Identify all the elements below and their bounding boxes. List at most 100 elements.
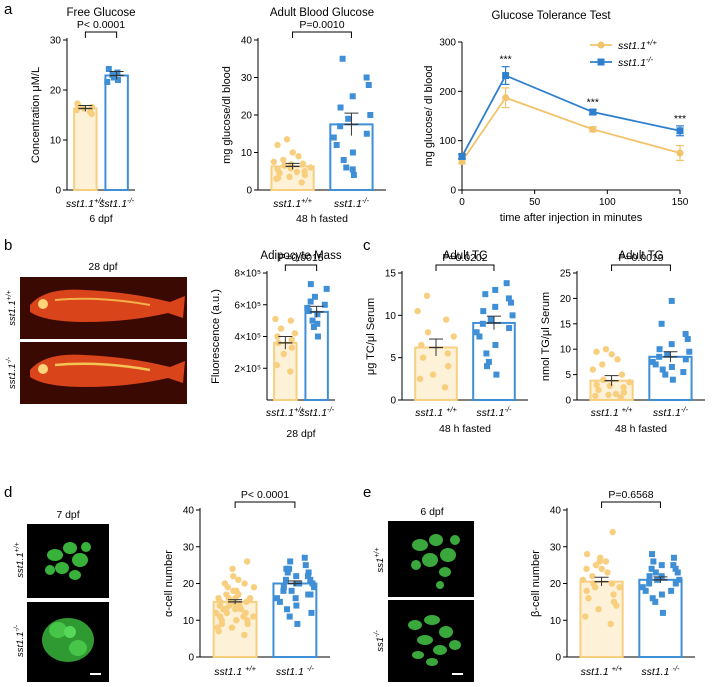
data-point: [308, 609, 315, 616]
y-axis-label: nmol TG/μl Serum: [540, 292, 552, 381]
y-axis-label: α-cell number: [163, 550, 175, 617]
y-tick-label: 0: [188, 653, 194, 664]
data-point: [505, 295, 512, 302]
data-point: [274, 333, 281, 340]
data-point: [450, 333, 457, 340]
data-point: [307, 576, 314, 583]
data-point: [423, 292, 431, 300]
data-point: [349, 93, 356, 100]
data-point: [349, 149, 356, 156]
x-subtitle: 48 h fasted: [439, 423, 491, 435]
data-point: [620, 384, 627, 391]
data-point: [280, 156, 287, 164]
data-point: [591, 583, 599, 591]
data-point: [626, 379, 633, 386]
data-point: [492, 341, 499, 348]
data-point: [668, 587, 675, 594]
data-point: [292, 595, 299, 602]
data-point: [284, 569, 291, 576]
series-line: [461, 74, 681, 157]
data-point: [246, 595, 254, 602]
data-point: [483, 350, 490, 357]
data-point: [88, 103, 96, 111]
data-point: [672, 565, 679, 572]
data-point: [676, 576, 683, 583]
data-point: [416, 375, 424, 383]
data-point: [298, 179, 305, 186]
data-point: [302, 562, 309, 569]
data-point: [104, 79, 111, 85]
data-point: [592, 392, 599, 400]
chart-glucose-tolerance-test: Glucose Tolerance Test 0 100 200 300 0 50 100 15…: [423, 10, 689, 224]
data-point: [610, 591, 617, 598]
data-point: [307, 281, 314, 288]
data-point: [221, 580, 229, 587]
chart-adult-tc: Adult TC 0 5 10 15 μg TC/μl Serum sst1.1 +/+ ss…: [365, 250, 528, 435]
data-point: [668, 297, 675, 304]
islet-d-title: 7 dpf: [56, 509, 79, 521]
data-point: [583, 550, 591, 558]
data-point: [233, 587, 240, 595]
y-tick-label: 4×10⁵: [234, 332, 261, 343]
data-point: [345, 115, 352, 122]
data-point: [476, 333, 483, 340]
data-point: [659, 366, 666, 373]
data-point: [597, 554, 604, 561]
y-tick-label: 0: [450, 186, 456, 197]
data-point: [418, 341, 425, 349]
y-axis-label: μg TC/μl Serum: [365, 298, 377, 375]
fish-images: 28 dpf sst1.1+/+ sst1.1-/-: [6, 261, 187, 404]
data-point: [585, 595, 592, 602]
data-point: [310, 323, 317, 330]
data-point: [506, 325, 513, 332]
islet-e-cells-knockout: [408, 615, 461, 666]
data-point: [650, 558, 657, 565]
data-point: [309, 317, 316, 324]
data-point: [293, 573, 300, 580]
y-tick-label: 20: [241, 111, 253, 122]
data-point: [311, 293, 318, 300]
y-tick-label: 40: [241, 36, 253, 47]
data-point: [114, 77, 121, 83]
data-point: [299, 160, 307, 167]
data-point: [595, 386, 602, 394]
data-point: [583, 565, 590, 572]
data-point: [274, 166, 281, 173]
data-point: [88, 110, 95, 118]
data-point: [286, 173, 293, 181]
bar: [104, 74, 129, 191]
y-tick-label: 30: [550, 542, 562, 553]
data-point: [349, 166, 356, 173]
y-tick-label: 10: [385, 311, 397, 322]
x-tick-label: 50: [529, 197, 541, 208]
data-point: [343, 164, 350, 171]
data-point: [648, 565, 655, 572]
data-point: [672, 580, 679, 587]
data-point: [607, 620, 614, 628]
data-point: [276, 598, 283, 605]
y-tick-label: 5: [565, 370, 571, 381]
data-point: [614, 356, 621, 363]
data-point: [272, 315, 279, 323]
data-point: [305, 308, 312, 315]
p-value-label: P=0.0015: [278, 252, 323, 264]
data-point: [680, 369, 687, 376]
data-point: [307, 298, 314, 305]
data-point: [287, 317, 295, 324]
category-label: sst1.1 +/+: [415, 405, 457, 419]
data-point: [676, 149, 684, 157]
data-point: [289, 149, 296, 156]
data-point: [283, 136, 291, 143]
chart-title: Adult TG: [618, 250, 663, 262]
data-point: [240, 613, 247, 620]
data-point: [589, 125, 597, 133]
p-value-label: P< 0.0001: [241, 489, 289, 501]
data-point: [589, 572, 596, 580]
data-point: [608, 580, 616, 587]
data-point: [301, 168, 308, 175]
data-point: [604, 569, 611, 576]
data-point: [458, 152, 466, 160]
data-point: [314, 311, 321, 318]
y-tick-label: 10: [241, 148, 253, 159]
data-point: [219, 606, 227, 613]
